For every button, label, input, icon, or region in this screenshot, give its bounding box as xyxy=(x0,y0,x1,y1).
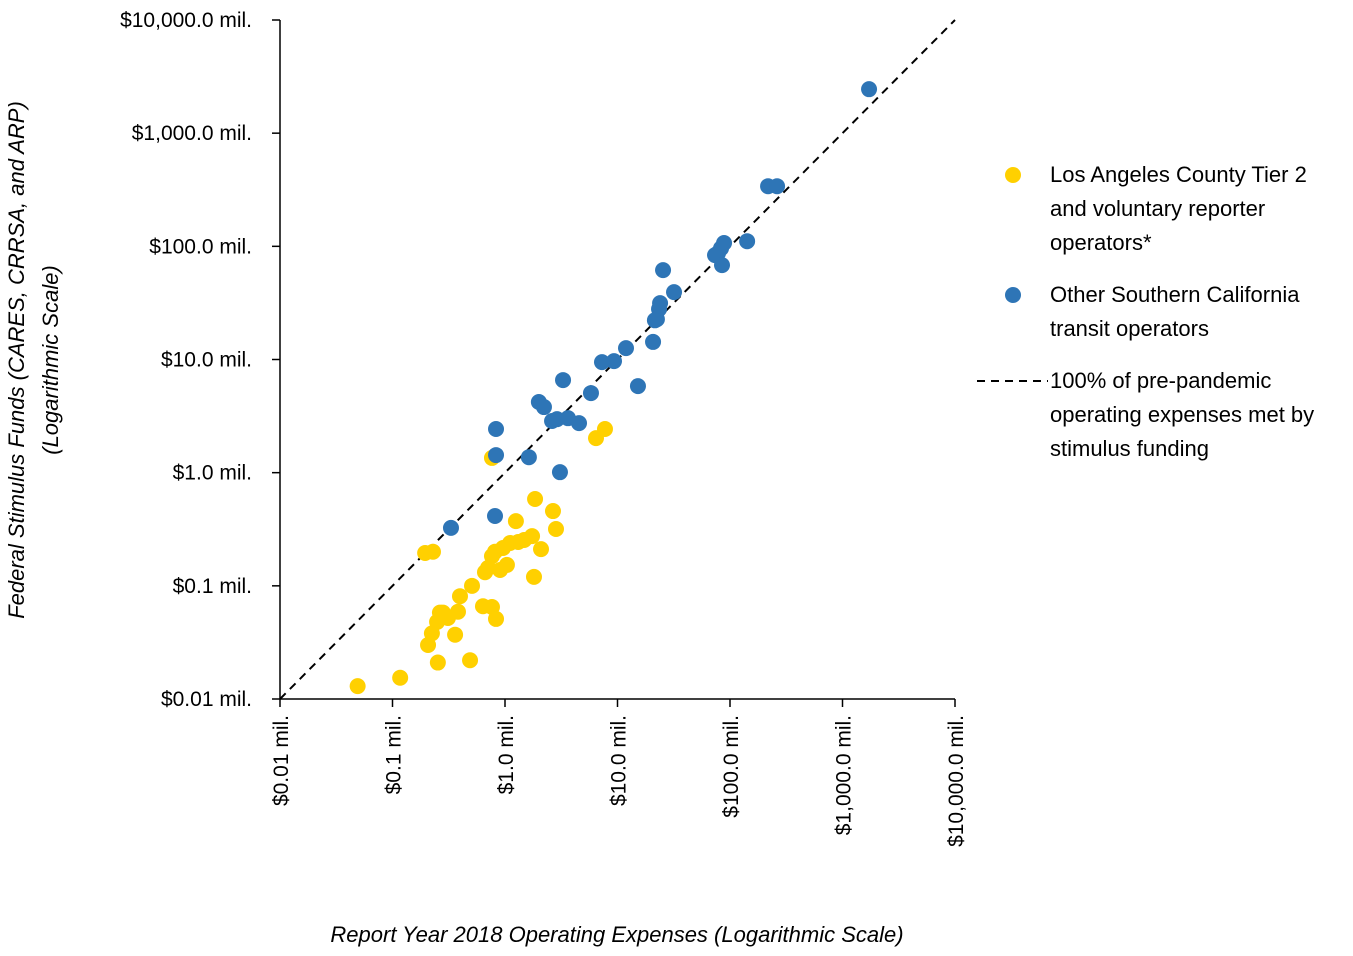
y-axis-title-line: Federal Stimulus Funds (CARES, CRRSA, an… xyxy=(4,101,29,619)
point xyxy=(349,678,366,695)
legend-label: Other Southern California transit operat… xyxy=(1050,282,1300,341)
point xyxy=(487,508,504,525)
point xyxy=(464,577,481,594)
point xyxy=(571,415,588,432)
y-tick-label: $0.1 mil. xyxy=(173,575,252,598)
x-tick-label: $10,000.0 mil. xyxy=(945,715,968,847)
point xyxy=(739,233,756,250)
legend-item: Other Southern California transit operat… xyxy=(975,278,1345,346)
point xyxy=(507,513,524,530)
point xyxy=(547,520,564,537)
point xyxy=(488,421,505,438)
point xyxy=(498,556,515,573)
legend-symbol xyxy=(975,278,1050,312)
x-axis-title: Report Year 2018 Operating Expenses (Log… xyxy=(330,922,903,947)
x-tick-label: $10.0 mil. xyxy=(608,715,631,806)
point xyxy=(714,257,731,274)
point xyxy=(447,626,464,643)
point xyxy=(555,372,572,389)
y-tick-label: $1.0 mil. xyxy=(173,462,252,485)
point xyxy=(520,449,537,466)
point xyxy=(645,333,662,350)
point xyxy=(582,385,599,402)
legend-symbol xyxy=(975,158,1050,192)
legend-item: 100% of pre-pandemic operating expenses … xyxy=(975,364,1345,466)
point xyxy=(544,503,561,520)
legend-marker xyxy=(977,380,1048,382)
y-tick-label: $10.0 mil. xyxy=(161,349,252,372)
legend-label: Los Angeles County Tier 2 and voluntary … xyxy=(1050,162,1307,255)
point xyxy=(535,399,552,416)
point xyxy=(488,447,505,464)
x-tick-label: $1,000.0 mil. xyxy=(833,715,856,835)
x-tick-label: $0.1 mil. xyxy=(383,715,406,794)
y-tick-label: $0.01 mil. xyxy=(161,688,252,711)
y-axis-title: Federal Stimulus Funds (CARES, CRRSA, an… xyxy=(4,101,63,619)
point xyxy=(629,378,646,395)
point xyxy=(769,178,786,195)
point xyxy=(462,652,479,669)
point xyxy=(533,541,550,558)
point xyxy=(424,543,441,560)
y-axis-title-line: (Logarithmic Scale) xyxy=(38,265,63,455)
point xyxy=(646,312,663,329)
point xyxy=(606,353,623,370)
legend-symbol xyxy=(975,364,1050,398)
point xyxy=(527,491,544,508)
point xyxy=(451,588,468,605)
legend-item: Los Angeles County Tier 2 and voluntary … xyxy=(975,158,1345,260)
point xyxy=(551,464,568,481)
point xyxy=(593,354,610,371)
point xyxy=(666,284,683,301)
point xyxy=(442,519,459,536)
point xyxy=(655,262,672,279)
point xyxy=(617,340,634,357)
point xyxy=(429,654,446,671)
point xyxy=(596,421,613,438)
legend-dot xyxy=(1004,167,1021,183)
x-tick-label: $100.0 mil. xyxy=(720,715,743,818)
y-tick-label: $10,000.0 mil. xyxy=(120,9,252,32)
x-tick-label: $0.01 mil. xyxy=(270,715,293,806)
point xyxy=(449,603,466,620)
legend: Los Angeles County Tier 2 and voluntary … xyxy=(975,158,1345,484)
y-tick-label: $100.0 mil. xyxy=(149,235,252,258)
point xyxy=(524,528,541,545)
y-tick-label: $1,000.0 mil. xyxy=(132,122,252,145)
legend-label: 100% of pre-pandemic operating expenses … xyxy=(1050,368,1315,461)
point xyxy=(861,81,878,98)
point xyxy=(392,669,409,686)
point xyxy=(488,610,505,627)
legend-marker xyxy=(1004,167,1021,183)
x-tick-label: $1.0 mil. xyxy=(495,715,518,794)
legend-dot xyxy=(1004,287,1021,303)
point xyxy=(525,568,542,585)
legend-marker xyxy=(1004,287,1021,303)
